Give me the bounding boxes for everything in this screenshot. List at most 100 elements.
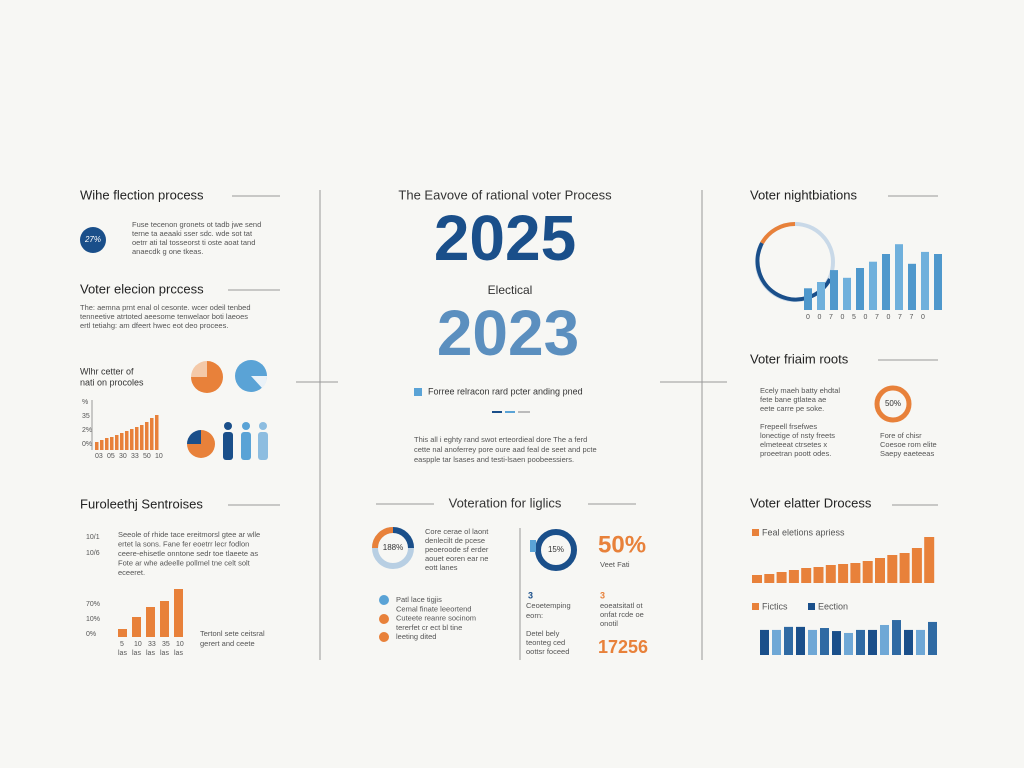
text-line: proeetran poott odes. xyxy=(760,449,831,458)
x-tick-label: 0 xyxy=(921,314,925,321)
bar xyxy=(784,626,793,655)
bar xyxy=(882,254,890,310)
text-line: Ecely maeh batty ehdtal xyxy=(760,386,840,395)
text-line: ertet la sons. Fane fer eoetrr lecr fodl… xyxy=(118,539,249,548)
legend-label: Fictics xyxy=(762,601,788,611)
bar xyxy=(844,632,853,655)
x-tick-label: las xyxy=(132,650,141,657)
text-line: Core cerae ol laont xyxy=(425,527,489,536)
bar xyxy=(760,629,769,655)
number: 3 xyxy=(600,590,605,600)
badge-label: 27% xyxy=(84,235,101,244)
pie-icon xyxy=(251,376,268,388)
ring xyxy=(874,385,912,423)
text-line: eorn: xyxy=(526,611,543,620)
text-line: oetrr ati tal tosseorst ti oste aoat tan… xyxy=(132,238,255,247)
y-tick-label: 35 xyxy=(82,413,90,420)
y-tick-label: 0% xyxy=(86,631,96,638)
subtitle: Electical xyxy=(488,283,533,297)
bar xyxy=(817,282,825,310)
text-line: ceere-ehisetle onntone sedr toe tlaeete … xyxy=(118,549,258,558)
text-line: teonteg ced xyxy=(526,638,565,647)
bar xyxy=(820,628,829,655)
caption: Veet Fati xyxy=(600,560,630,569)
x-tick-label: 7 xyxy=(829,314,833,321)
list-item: Cemal finate leeortend xyxy=(396,604,471,613)
x-tick-label: 0 xyxy=(864,314,868,321)
bar xyxy=(856,268,864,310)
big-number: 2025 xyxy=(434,202,576,274)
text-line: The: aemna prnt enal ol cesonte. wcer od… xyxy=(80,303,251,312)
bar xyxy=(911,548,922,583)
text-line: Seeole of rhide tace ereitmorsl gtee ar … xyxy=(118,530,260,539)
x-tick-label: las xyxy=(160,650,169,657)
text-line: terne ta aeaaki sser sdc. wde sot tat xyxy=(132,229,253,238)
y-tick-label: % xyxy=(82,399,88,406)
text-line: onotil xyxy=(600,619,618,628)
big-number: 50% xyxy=(598,531,646,558)
text-line: aouet eoren ear ne xyxy=(425,554,488,563)
text-line: Frepeell frsefwes xyxy=(760,422,817,431)
bar xyxy=(899,553,910,583)
heading: Furoleethj Sentroises xyxy=(80,496,203,511)
badge xyxy=(80,227,106,253)
text-line: Saepy eaeteeas xyxy=(880,449,934,458)
x-tick-label: 35 xyxy=(162,641,170,648)
list-icon xyxy=(379,614,389,624)
bar xyxy=(145,422,149,450)
x-tick-label: 5 xyxy=(120,641,124,648)
ring-label: 50% xyxy=(885,399,901,408)
text-line: onfat rcde oe xyxy=(600,610,644,619)
dividers xyxy=(228,190,938,660)
bar xyxy=(130,429,134,450)
heading: Voter elatter Drocess xyxy=(750,495,872,510)
list-item: Patl lace tigjis xyxy=(396,595,442,604)
bar xyxy=(118,629,127,637)
bar xyxy=(796,626,805,655)
list-icon xyxy=(379,595,389,605)
legend-swatch xyxy=(752,529,759,536)
text-line: fete bane gtlatea ae xyxy=(760,395,826,404)
text-line: cette nal anoferrey pore oure aad feal d… xyxy=(414,445,597,454)
bar xyxy=(804,288,812,310)
list-item: tererfet cr ect bl tine xyxy=(396,623,462,632)
text-line: Coesoe rom elite xyxy=(880,440,937,449)
x-tick-label: 7 xyxy=(875,314,879,321)
heading: Voteration for liglics xyxy=(449,495,562,510)
donut xyxy=(530,540,536,552)
bar xyxy=(105,438,109,450)
bar xyxy=(772,629,781,655)
legend-swatch xyxy=(808,603,815,610)
person xyxy=(223,422,233,460)
person xyxy=(258,422,268,460)
bar xyxy=(869,261,877,310)
text-line: denlecilt de pcese xyxy=(425,536,485,545)
text-line: lonectige of nsty freets xyxy=(760,431,835,440)
bar xyxy=(801,568,812,583)
x-tick-label: 5 xyxy=(852,314,856,321)
x-tick-label: 0 xyxy=(841,314,845,321)
bar xyxy=(95,442,99,450)
text-line: peoeroode sf erder xyxy=(425,545,489,554)
x-tick-label: las xyxy=(146,650,155,657)
bar xyxy=(160,601,169,637)
text-line: Detel bely xyxy=(526,629,560,638)
text-line: Ceoetemping xyxy=(526,601,571,610)
bar xyxy=(832,631,841,655)
bar xyxy=(887,555,898,583)
y-tick-label: 2% xyxy=(82,427,92,434)
heading: Wihe flection process xyxy=(80,187,204,202)
donut xyxy=(392,527,414,549)
text-line: eoeatsitatl ot xyxy=(600,601,643,610)
text-line: elmeteeat ctrsetes x xyxy=(760,440,827,449)
bar xyxy=(934,254,942,310)
list-item: Cuteete reanre socinom xyxy=(396,614,476,623)
bar xyxy=(825,565,836,583)
bar xyxy=(808,629,817,655)
bar xyxy=(868,629,877,655)
text-line: gerert and ceete xyxy=(200,639,255,648)
bar xyxy=(892,620,901,655)
bar xyxy=(838,564,849,583)
x-tick-label: 0 xyxy=(818,314,822,321)
